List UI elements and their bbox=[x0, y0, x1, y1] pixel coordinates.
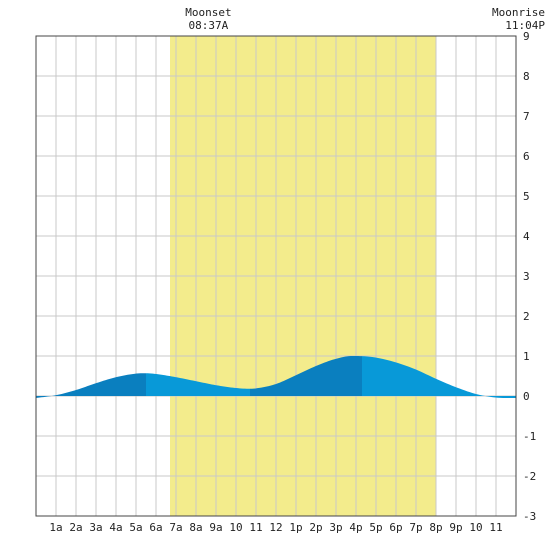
x-tick-label: 9p bbox=[449, 521, 462, 534]
x-tick-label: 11 bbox=[249, 521, 262, 534]
x-tick-label: 6a bbox=[149, 521, 162, 534]
x-tick-label: 4p bbox=[349, 521, 362, 534]
x-tick-label: 2a bbox=[69, 521, 82, 534]
x-tick-label: 6p bbox=[389, 521, 402, 534]
x-tick-label: 8a bbox=[189, 521, 202, 534]
x-tick-label: 3a bbox=[89, 521, 102, 534]
x-tick-label: 2p bbox=[309, 521, 322, 534]
y-tick-label: 1 bbox=[523, 350, 530, 363]
x-tick-label: 11 bbox=[489, 521, 502, 534]
moon-event-time: 08:37A bbox=[189, 19, 229, 32]
y-tick-label: -1 bbox=[523, 430, 536, 443]
moon-event-name: Moonrise bbox=[492, 6, 545, 19]
tide-area-layer bbox=[36, 356, 516, 398]
y-tick-label: 2 bbox=[523, 310, 530, 323]
tide-area-light bbox=[362, 356, 516, 398]
y-tick-label: 0 bbox=[523, 390, 530, 403]
y-tick-label: -3 bbox=[523, 510, 536, 523]
moon-event-name: Moonset bbox=[185, 6, 231, 19]
x-tick-label: 1p bbox=[289, 521, 302, 534]
x-tick-label: 12 bbox=[269, 521, 282, 534]
y-tick-label: 7 bbox=[523, 110, 530, 123]
y-tick-label: 8 bbox=[523, 70, 530, 83]
x-axis-tick-labels: 1a 2a 3a 4a 5a 6a 7a 8a 9a 10 11 12 1p 2p 3p 4p 5p 6p 7p 8p… bbox=[49, 521, 502, 534]
y-tick-label: 9 bbox=[523, 30, 530, 43]
tide-area-dark bbox=[36, 373, 146, 398]
y-tick-label: 4 bbox=[523, 230, 530, 243]
moon-event-time: 11:04P bbox=[505, 19, 545, 32]
plot-frame bbox=[35, 35, 517, 517]
x-tick-label: 8p bbox=[429, 521, 442, 534]
x-tick-label: 4a bbox=[109, 521, 122, 534]
x-tick-label: 10 bbox=[469, 521, 482, 534]
grid-layer bbox=[36, 36, 516, 516]
y-tick-label: 3 bbox=[523, 270, 530, 283]
y-tick-label: 6 bbox=[523, 150, 530, 163]
x-tick-label: 9a bbox=[209, 521, 222, 534]
x-tick-label: 7p bbox=[409, 521, 422, 534]
x-tick-label: 7a bbox=[169, 521, 182, 534]
y-axis-tick-labels: -3 -2 -1 0 1 2 3 4 5 6 7 8 9 bbox=[523, 30, 536, 523]
tide-area-dark bbox=[250, 356, 362, 396]
x-tick-label: 5p bbox=[369, 521, 382, 534]
x-tick-label: 10 bbox=[229, 521, 242, 534]
tide-area-light bbox=[146, 373, 250, 396]
x-tick-label: 1a bbox=[49, 521, 62, 534]
y-tick-label: 5 bbox=[523, 190, 530, 203]
x-tick-label: 3p bbox=[329, 521, 342, 534]
x-tick-label: 5a bbox=[129, 521, 142, 534]
y-tick-label: -2 bbox=[523, 470, 536, 483]
